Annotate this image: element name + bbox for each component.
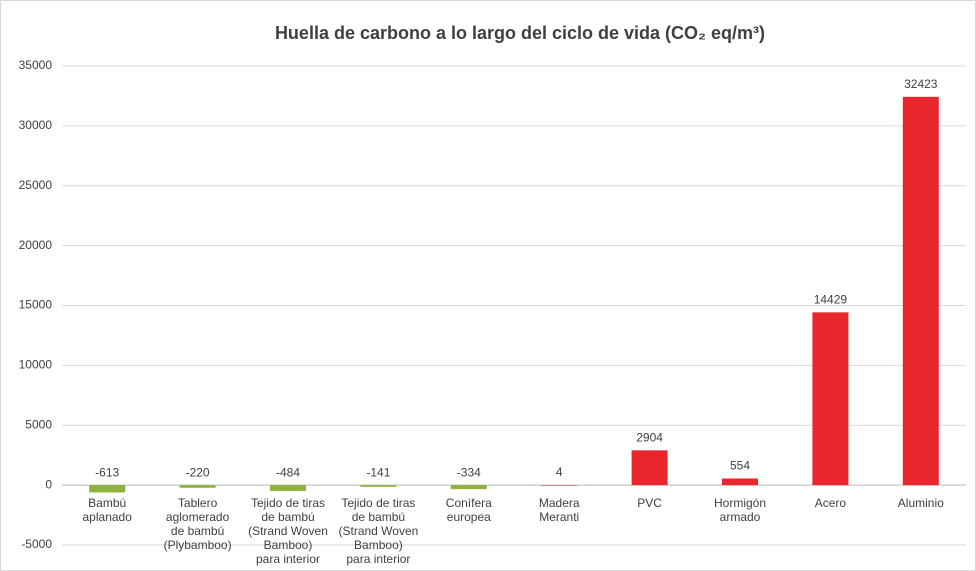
y-tick-label: 35000: [19, 58, 53, 72]
bar: [89, 485, 126, 493]
y-tick-label: 15000: [19, 298, 53, 312]
y-tick-label: 25000: [19, 178, 53, 192]
bar: [631, 450, 668, 486]
x-tick-label: aglomerado: [166, 510, 230, 524]
x-tick-label: Acero: [815, 496, 847, 510]
x-tick-label: de bambú: [261, 510, 314, 524]
bar: [722, 478, 758, 486]
x-tick-label: Tejido de tiras: [251, 496, 325, 510]
data-label: 32423: [904, 77, 938, 91]
x-tick-label: Bamboo): [354, 538, 403, 552]
bar: [360, 485, 397, 487]
x-tick-label: para interior: [346, 552, 410, 566]
x-tick-label: (Plybamboo): [164, 538, 232, 552]
y-tick-label: 0: [45, 477, 52, 491]
x-tick-label: de bambú: [352, 510, 405, 524]
bar: [902, 96, 939, 486]
data-label: -484: [276, 465, 300, 479]
y-tick-label: 5000: [25, 417, 52, 431]
y-tick-label: -5000: [21, 537, 52, 551]
data-label: -220: [186, 465, 210, 479]
x-tick-label: europea: [447, 510, 491, 524]
y-tick-label: 30000: [19, 118, 53, 132]
y-tick-label: 20000: [19, 238, 53, 252]
data-label: -334: [457, 465, 481, 479]
data-label: -613: [95, 465, 119, 479]
y-tick-label: 10000: [19, 358, 53, 372]
x-tick-label: Bamboo): [264, 538, 313, 552]
data-label: 554: [730, 459, 750, 473]
x-tick-label: Hormigón: [714, 496, 766, 510]
data-label: 4: [556, 465, 563, 479]
data-label: 14429: [814, 293, 848, 307]
x-tick-label: Conífera: [446, 496, 492, 510]
x-tick-label: aplanado: [83, 510, 133, 524]
x-tick-label: de bambú: [171, 524, 224, 538]
bar: [179, 485, 216, 488]
bar: [270, 485, 306, 491]
chart-title: Huella de carbono a lo largo del ciclo d…: [275, 23, 765, 43]
bar: [450, 485, 487, 490]
x-tick-label: (Strand Woven: [248, 524, 328, 538]
x-tick-label: (Strand Woven: [338, 524, 418, 538]
x-tick-label: Tejido de tiras: [341, 496, 415, 510]
data-label: -141: [366, 465, 390, 479]
bar: [812, 312, 849, 486]
x-tick-label: Tablero: [178, 496, 218, 510]
x-tick-label: para interior: [256, 552, 320, 566]
x-tick-label: PVC: [637, 496, 662, 510]
data-label: 2904: [636, 431, 663, 445]
x-tick-label: Meranti: [539, 510, 579, 524]
x-tick-label: Aluminio: [898, 496, 944, 510]
x-tick-label: Madera: [539, 496, 580, 510]
x-tick-label: armado: [720, 510, 761, 524]
bar: [541, 485, 578, 486]
x-tick-label: Bambú: [88, 496, 126, 510]
